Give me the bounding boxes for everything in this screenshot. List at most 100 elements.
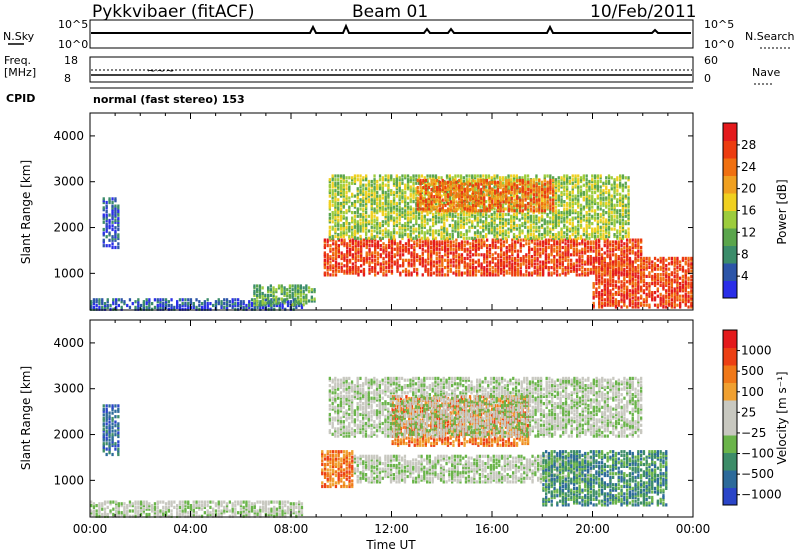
data-cell	[195, 298, 198, 302]
data-cell	[448, 212, 451, 217]
data-cell	[480, 273, 483, 277]
data-cell	[242, 302, 245, 306]
data-cell	[273, 307, 276, 311]
data-cell	[370, 200, 373, 204]
data-cell	[446, 266, 450, 270]
data-cell	[423, 207, 426, 211]
data-cell	[577, 236, 580, 240]
data-cell	[595, 271, 598, 275]
data-cell	[533, 266, 536, 270]
data-cell	[393, 247, 396, 251]
data-cell	[586, 271, 590, 275]
data-cell	[477, 196, 480, 200]
data-cell	[106, 298, 109, 302]
data-cell	[424, 187, 428, 191]
data-cell	[345, 198, 348, 202]
data-cell	[529, 229, 532, 233]
data-cell	[596, 234, 599, 239]
data-cell	[381, 190, 384, 195]
data-cell	[567, 271, 570, 275]
data-cell	[494, 238, 497, 242]
data-cell	[564, 266, 567, 270]
data-cell	[593, 174, 597, 178]
data-cell	[412, 223, 415, 228]
data-cell	[519, 244, 522, 248]
data-cell	[388, 264, 391, 268]
data-cell	[365, 214, 368, 218]
data-cell	[610, 176, 613, 180]
data-cell	[465, 178, 468, 182]
data-cell	[536, 273, 539, 277]
data-cell	[432, 189, 435, 193]
data-cell	[111, 224, 114, 228]
data-cell	[516, 189, 519, 193]
data-cell	[543, 176, 546, 180]
data-cell	[353, 181, 357, 185]
data-cell	[595, 238, 598, 242]
data-cell	[441, 205, 444, 209]
data-cell	[356, 211, 359, 215]
data-cell	[376, 225, 379, 229]
data-cell	[579, 236, 583, 240]
data-cell	[415, 174, 418, 178]
data-cell	[448, 198, 451, 202]
data-cell	[354, 269, 357, 273]
data-cell	[631, 251, 634, 255]
data-cell	[483, 198, 486, 202]
data-cell	[585, 220, 588, 224]
data-cell	[616, 189, 619, 193]
data-cell	[521, 202, 524, 206]
data-cell	[159, 298, 162, 302]
data-cell	[343, 253, 346, 257]
data-cell	[371, 258, 374, 262]
data-cell	[387, 203, 390, 207]
data-cell	[449, 202, 453, 206]
data-cell	[536, 256, 539, 261]
data-cell	[452, 195, 455, 199]
data-cell	[381, 211, 384, 215]
data-cell	[527, 205, 530, 209]
data-cell	[328, 225, 331, 229]
data-cell	[525, 266, 528, 270]
data-cell	[407, 273, 410, 277]
data-cell	[560, 231, 563, 235]
data-cell	[459, 212, 463, 217]
data-cell	[550, 244, 553, 248]
data-cell	[376, 179, 379, 184]
data-cell	[575, 251, 578, 255]
data-cell	[515, 227, 518, 231]
data-cell	[493, 220, 496, 224]
data-cell	[462, 179, 465, 184]
data-cell	[438, 258, 441, 262]
data-cell	[577, 203, 580, 207]
data-cell	[418, 233, 421, 237]
data-cell	[444, 266, 447, 270]
data-cell	[557, 203, 560, 207]
data-cell	[544, 242, 548, 246]
data-cell	[437, 220, 440, 224]
data-cell	[272, 295, 275, 299]
data-cell	[588, 200, 591, 204]
data-cell	[536, 269, 539, 273]
data-cell	[334, 216, 337, 220]
data-cell	[435, 244, 438, 248]
data-cell	[505, 180, 508, 184]
data-cell	[392, 211, 396, 215]
data-cell	[510, 229, 513, 233]
data-cell	[90, 300, 93, 304]
data-cell	[239, 302, 243, 306]
data-cell	[556, 258, 559, 262]
data-cell	[458, 273, 461, 277]
data-cell	[436, 209, 439, 213]
data-cell	[557, 196, 560, 200]
data-cell	[289, 302, 292, 306]
data-cell	[627, 231, 630, 235]
data-cell	[187, 298, 190, 302]
data-cell	[422, 202, 425, 206]
data-cell	[568, 205, 572, 209]
data-cell	[418, 225, 421, 229]
data-cell	[441, 273, 444, 277]
data-cell	[248, 303, 251, 308]
data-cell	[395, 231, 398, 235]
data-cell	[430, 240, 433, 244]
